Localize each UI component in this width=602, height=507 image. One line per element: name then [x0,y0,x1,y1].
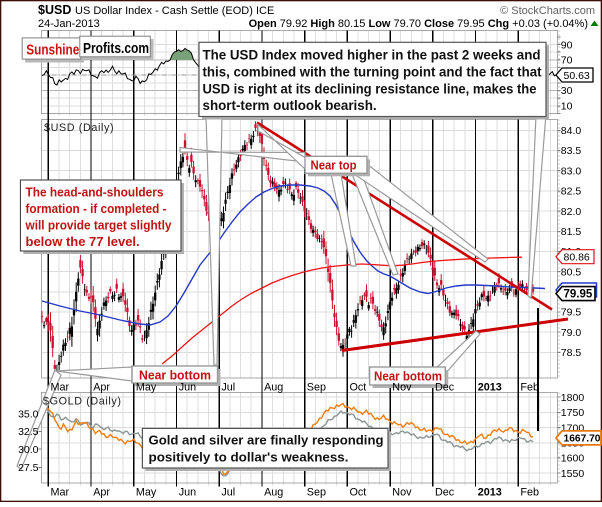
svg-text:Apr: Apr [93,486,110,498]
svg-text:Mar: Mar [51,486,70,498]
svg-text:Near bottom: Near bottom [139,367,211,382]
svg-text:30.0: 30.0 [18,444,39,456]
svg-text:83.0: 83.0 [561,165,582,177]
svg-text:Jul: Jul [221,381,235,393]
svg-text:May: May [136,381,157,393]
svg-text:2013: 2013 [478,381,502,393]
svg-text:formation - if completed -: formation - if completed - [26,201,167,216]
svg-text:© StockCharts.com: © StockCharts.com [500,5,595,17]
svg-text:10: 10 [561,100,573,112]
svg-text:short-term outlook bearish.: short-term outlook bearish. [203,98,377,113]
svg-text:80.86: 80.86 [564,252,590,264]
svg-text:The head-and-shoulders: The head-and-shoulders [26,185,164,200]
svg-text:Profits.com: Profits.com [83,41,149,57]
svg-text:79.0: 79.0 [561,327,582,339]
svg-text:The USD Index moved higher in: The USD Index moved higher in the past 2… [203,48,541,63]
svg-text:Dec: Dec [435,381,455,393]
svg-text:Aug: Aug [264,381,283,393]
svg-text:Oct: Oct [350,381,367,393]
svg-text:below the 77 level.: below the 77 level. [26,234,140,249]
svg-text:79.95: 79.95 [564,288,593,300]
svg-text:USD is right at its declining: USD is right at its declining resistance… [203,81,537,96]
svg-text:Near top: Near top [311,157,357,172]
svg-text:Nov: Nov [392,381,412,393]
svg-text:78.5: 78.5 [561,347,582,359]
svg-text:$GOLD (Daily): $GOLD (Daily) [43,396,122,408]
svg-text:Open 79.92 High 80.15 Low 79.7: Open 79.92 High 80.15 Low 79.70 Close 79… [249,18,588,30]
svg-text:90: 90 [561,39,573,51]
svg-text:32.5: 32.5 [18,426,39,438]
svg-text:Dec: Dec [435,486,455,498]
svg-text:this, combined with the turnin: this, combined with the turning point an… [203,64,543,79]
svg-text:82.5: 82.5 [561,186,582,198]
svg-text:Feb: Feb [520,486,539,498]
svg-text:24-Jan-2013: 24-Jan-2013 [38,18,100,30]
svg-text:will provide target slightly: will provide target slightly [25,218,173,233]
svg-text:1667.70: 1667.70 [564,433,601,445]
svg-text:Aug: Aug [264,486,283,498]
svg-text:82.0: 82.0 [561,206,582,218]
svg-text:Mar: Mar [51,381,70,393]
svg-text:Near bottom: Near bottom [374,370,442,384]
svg-text:80.5: 80.5 [561,266,582,278]
svg-text:Sunshine: Sunshine [26,42,79,59]
svg-text:83.5: 83.5 [561,145,582,157]
svg-text:1750: 1750 [561,407,585,419]
svg-text:2013: 2013 [478,486,502,498]
svg-text:70: 70 [561,55,573,67]
svg-text:Jun: Jun [179,381,196,393]
svg-text:79.5: 79.5 [561,307,582,319]
svg-text:Sep: Sep [307,381,326,393]
svg-text:1800: 1800 [561,392,585,404]
svg-text:35.0: 35.0 [18,408,39,420]
svg-text:Gold and silver are finally re: Gold and silver are finally responding [149,433,384,448]
svg-text:27.5: 27.5 [18,462,39,474]
svg-text:$USD (Daily): $USD (Daily) [44,122,114,134]
svg-text:1600: 1600 [561,453,585,465]
svg-text:1550: 1550 [561,468,585,480]
svg-text:81.5: 81.5 [561,226,582,238]
svg-text:US Dollar Index - Cash Settle: US Dollar Index - Cash Settle (EOD) ICE [75,5,274,17]
svg-text:$USD: $USD [38,3,71,17]
svg-text:Jul: Jul [221,486,235,498]
svg-text:Sep: Sep [307,486,326,498]
svg-text:Feb: Feb [520,381,539,393]
svg-text:Oct: Oct [350,486,367,498]
svg-text:Apr: Apr [93,381,110,393]
svg-text:Jun: Jun [179,486,196,498]
svg-text:50.63: 50.63 [564,70,590,82]
svg-text:Nov: Nov [392,486,412,498]
svg-text:May: May [136,486,157,498]
svg-text:30: 30 [561,85,573,97]
svg-text:84.0: 84.0 [561,125,582,137]
svg-text:positively to dollar's weaknes: positively to dollar's weakness. [149,450,349,465]
